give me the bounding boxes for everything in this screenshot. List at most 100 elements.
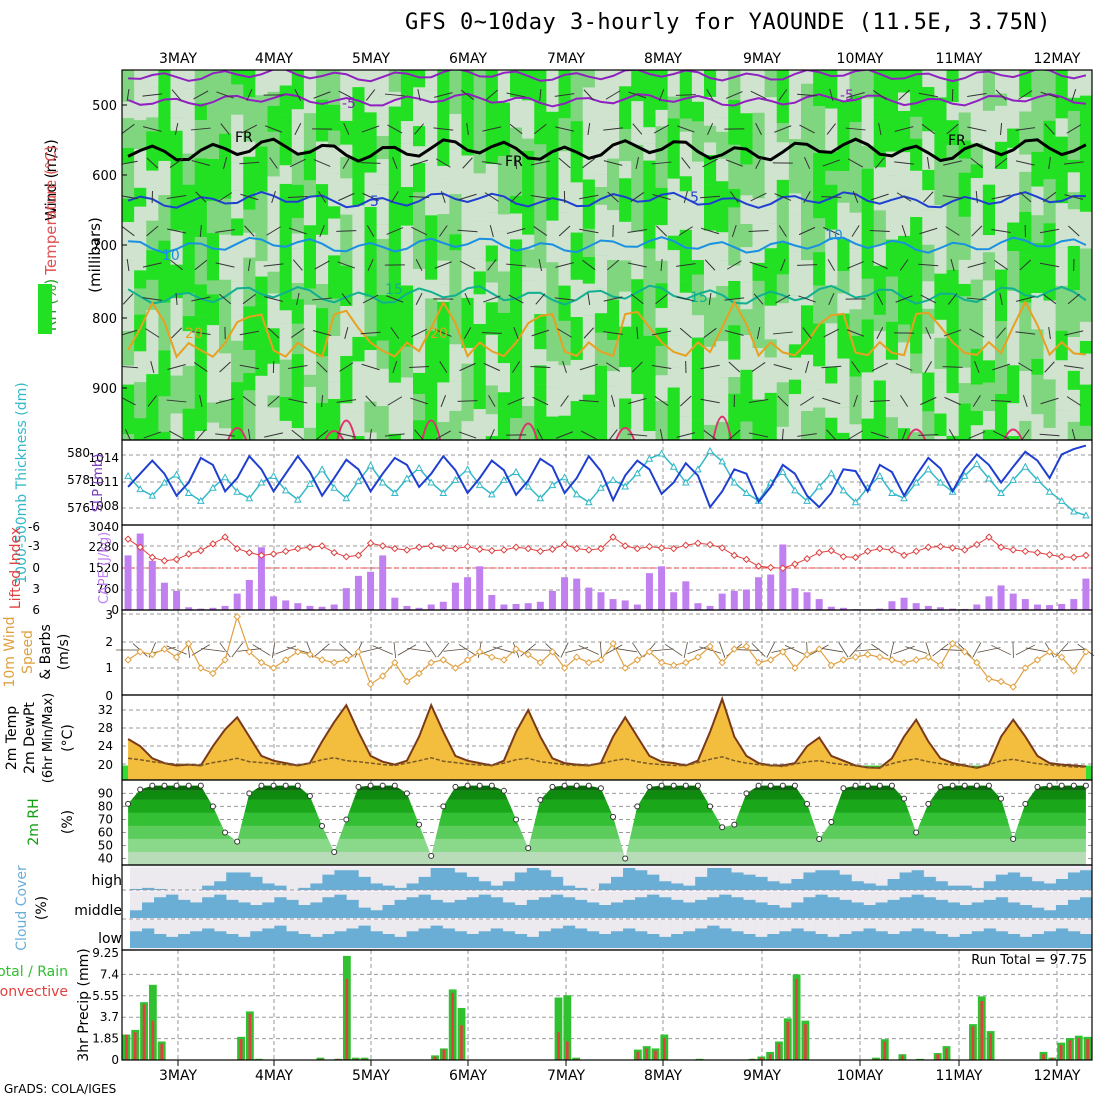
rh-cell (170, 130, 184, 172)
cloud-cell-clear (490, 920, 504, 929)
rh-cell (922, 210, 935, 245)
cloud-cell-clear (382, 892, 396, 905)
thickness-point (209, 483, 217, 491)
rh-point (294, 782, 301, 789)
wind-speed-point (1021, 664, 1030, 672)
wind-barb (343, 123, 350, 135)
wind-barb (799, 396, 815, 406)
cloud-cell-clear (659, 868, 672, 882)
rh-cell (570, 134, 584, 183)
rh-cell (328, 146, 341, 174)
rh-cell (898, 152, 911, 191)
wind-barb (846, 91, 865, 99)
cape-tick-label: 3040 (88, 520, 119, 534)
cloud-cell-clear (250, 892, 263, 905)
cloud-cell-clear (1067, 920, 1081, 932)
rh-cell (594, 421, 608, 440)
temperature-contour (128, 236, 1087, 254)
wind-speed-point (560, 664, 569, 672)
rh-cell (279, 310, 293, 324)
rh-cell (376, 406, 390, 440)
rh-cell (1079, 70, 1092, 96)
wind-barb (555, 262, 574, 268)
cloud-cell (226, 934, 239, 948)
wind-barb (338, 192, 355, 202)
rh-cell (1007, 291, 1020, 324)
rh-cell (522, 406, 535, 440)
cloud-cell-clear (1055, 920, 1069, 929)
cape-bar (367, 571, 375, 610)
cloud-cell-clear (815, 892, 828, 895)
cape-bar (718, 593, 726, 610)
wind-barb (244, 225, 255, 237)
rh-cell (497, 271, 511, 313)
wind-barb (651, 364, 672, 370)
cloud-cell-clear (358, 892, 371, 908)
thickness-point (912, 478, 921, 486)
cloud-cell-clear (863, 892, 877, 905)
cloud-cell (562, 885, 576, 890)
wind-speed-point (1070, 666, 1078, 675)
rh-cell (1079, 170, 1092, 212)
rh-cell (934, 70, 947, 98)
rh-cell (364, 251, 378, 297)
cloud-cell-clear (911, 892, 925, 895)
rh-cell (922, 435, 935, 440)
lifted-index-point (415, 543, 423, 551)
lifted-index-point (960, 546, 969, 554)
cloud-cell-clear (502, 892, 516, 903)
rh-cell (279, 70, 293, 86)
cloud-cell-clear (791, 892, 804, 903)
wind-barb (784, 645, 805, 655)
precip-run-total: Run Total = 97.75 (971, 953, 1087, 968)
wind-barb (630, 293, 644, 305)
precip-tick-label: 7.4 (100, 967, 119, 981)
wind-barb (457, 229, 478, 233)
cloud-cell-clear (911, 868, 925, 871)
wind-barb (481, 645, 503, 655)
rh-point (1070, 782, 1077, 789)
rh-cell (667, 142, 681, 179)
wind-barb (895, 363, 913, 371)
rh-cell (764, 357, 778, 393)
rh-cell (485, 436, 499, 440)
rh-point (949, 782, 956, 789)
rh-cell (328, 206, 341, 219)
wind-speed-point (136, 648, 144, 656)
rh-cell (388, 433, 402, 440)
thickness-point (524, 482, 533, 490)
rh-cell (655, 225, 669, 261)
cloud-cell-clear (875, 892, 889, 903)
rh-cell (485, 302, 499, 335)
rh-cell (982, 382, 996, 412)
rh-cell (1043, 300, 1057, 334)
wind-barb (683, 641, 688, 659)
rh-cell (510, 292, 523, 328)
cloud-cell (959, 905, 973, 918)
rh-cell (206, 280, 220, 295)
rh-cell (279, 420, 293, 440)
rh-cell (497, 231, 511, 272)
cloud-cell-clear (875, 868, 889, 886)
wind-barb (822, 159, 841, 167)
rh-cell (291, 152, 305, 185)
rh-cell (400, 346, 414, 378)
rh-cell (485, 110, 499, 125)
rh-cell (885, 70, 899, 103)
rh-tick-label: 70 (98, 812, 113, 826)
rh-cell (873, 314, 887, 332)
wind-speed-point (888, 656, 896, 664)
rh-cell (582, 70, 596, 88)
rh-cell (813, 153, 826, 170)
wind-barb (275, 645, 297, 655)
wind-barb (219, 361, 231, 373)
rh-cell (279, 229, 293, 276)
rh-cell (291, 70, 305, 110)
cloud-cell-clear (178, 920, 191, 934)
rh-cell (776, 382, 790, 427)
rh-cell (934, 243, 947, 274)
rh-cell (291, 109, 305, 122)
wind-barb (1071, 428, 1076, 440)
rh-cell (995, 214, 1008, 257)
cloud-cell (238, 936, 251, 948)
